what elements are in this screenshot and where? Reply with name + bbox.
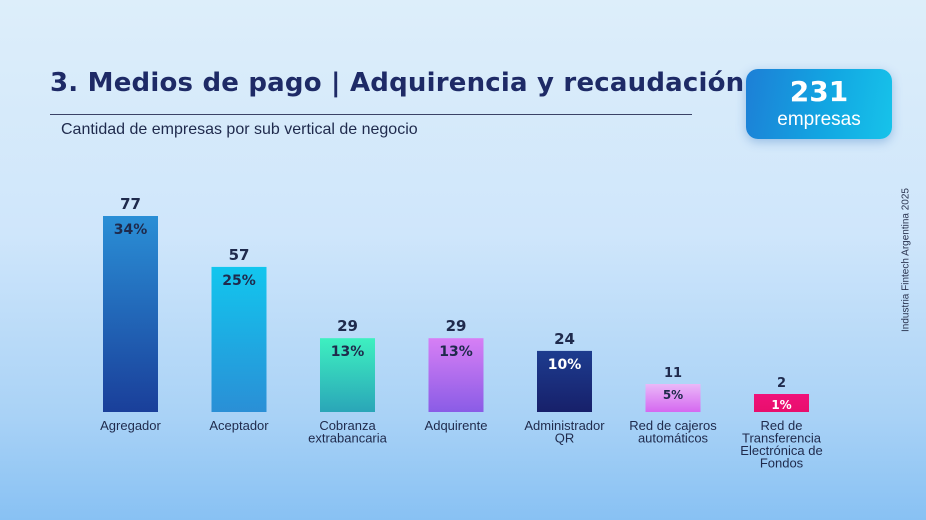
percent-label-2: 25%: [222, 273, 256, 289]
total-companies-number: 231: [789, 75, 849, 108]
category-label-7: Red de Transferencia Electrónica de Fondos: [740, 418, 822, 471]
value-label-7: 2: [777, 376, 786, 391]
percent-label-5: 10%: [548, 357, 582, 373]
percent-label-4: 13%: [439, 344, 473, 360]
bar-6: [645, 384, 701, 412]
category-label-2: Aceptador: [209, 418, 269, 433]
value-label-1: 77: [120, 195, 141, 213]
percent-label-1: 34%: [114, 222, 148, 238]
value-label-3: 29: [337, 317, 358, 335]
total-companies-label: empresas: [777, 109, 861, 130]
category-label-3: Cobranza extrabancaria: [308, 418, 388, 446]
bar-5: [537, 350, 592, 412]
page-title: 3. Medios de pago | Adquirencia y recaud…: [50, 68, 745, 98]
value-label-4: 29: [446, 317, 467, 335]
percent-label-6: 5%: [663, 388, 683, 402]
title-divider: [50, 114, 692, 115]
chart-subtitle: Cantidad de empresas por sub vertical de…: [61, 121, 418, 138]
bar-2: [211, 266, 267, 412]
value-label-5: 24: [554, 330, 575, 348]
category-label-1: Agregador: [100, 418, 161, 433]
percent-label-3: 13%: [331, 344, 365, 360]
value-label-6: 11: [664, 366, 682, 381]
total-companies-badge: 231 empresas: [746, 69, 892, 139]
category-label-5: Administrador QR: [524, 418, 605, 446]
bar-7: [754, 394, 809, 412]
bar-3: [320, 338, 375, 412]
category-label-6: Red de cajeros automáticos: [629, 418, 717, 446]
percent-label-7: 1%: [771, 398, 791, 412]
category-label-4: Adquirente: [425, 418, 488, 433]
value-label-2: 57: [229, 246, 250, 264]
bar-1: [103, 216, 158, 412]
bar-4: [428, 338, 484, 412]
